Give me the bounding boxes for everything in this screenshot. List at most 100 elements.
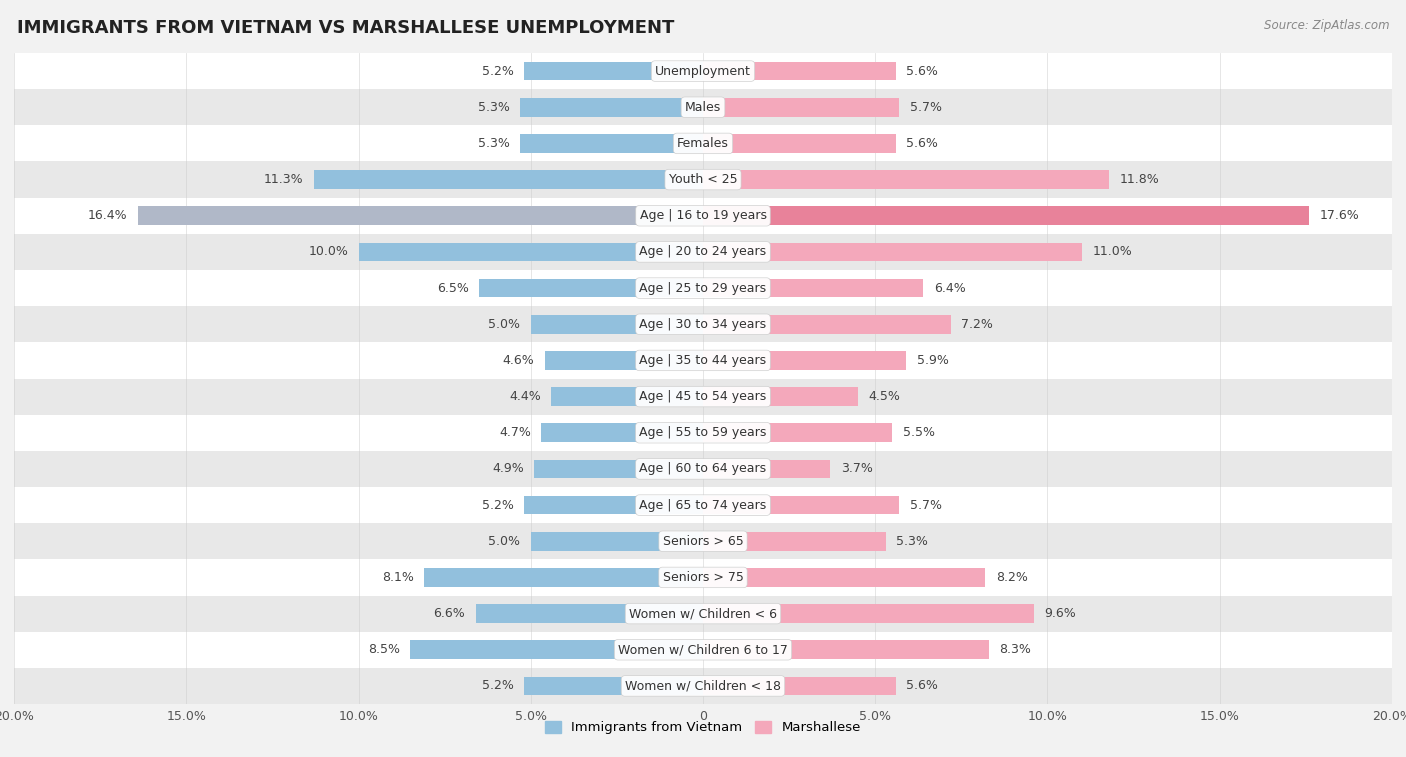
Bar bbox=[14, 234, 1392, 270]
Bar bbox=[703, 242, 1083, 261]
Bar bbox=[544, 351, 703, 370]
Text: 10.0%: 10.0% bbox=[308, 245, 349, 258]
Bar bbox=[703, 532, 886, 550]
Bar bbox=[541, 423, 703, 442]
Bar bbox=[703, 170, 1109, 189]
Bar bbox=[14, 451, 1392, 487]
Bar bbox=[531, 315, 703, 334]
Text: 3.7%: 3.7% bbox=[841, 463, 873, 475]
Bar bbox=[703, 387, 858, 406]
Text: Age | 25 to 29 years: Age | 25 to 29 years bbox=[640, 282, 766, 294]
Bar bbox=[703, 98, 900, 117]
Bar bbox=[703, 568, 986, 587]
Bar bbox=[138, 207, 703, 225]
Bar bbox=[14, 668, 1392, 704]
Text: 4.6%: 4.6% bbox=[502, 354, 534, 367]
Bar bbox=[703, 351, 907, 370]
Bar bbox=[14, 198, 1392, 234]
Legend: Immigrants from Vietnam, Marshallese: Immigrants from Vietnam, Marshallese bbox=[540, 716, 866, 740]
Bar bbox=[14, 596, 1392, 631]
Text: 6.5%: 6.5% bbox=[437, 282, 468, 294]
Text: 6.4%: 6.4% bbox=[934, 282, 966, 294]
Text: Age | 35 to 44 years: Age | 35 to 44 years bbox=[640, 354, 766, 367]
Text: 6.6%: 6.6% bbox=[433, 607, 465, 620]
Bar bbox=[534, 459, 703, 478]
Text: 5.3%: 5.3% bbox=[896, 534, 928, 548]
Bar bbox=[703, 207, 1309, 225]
Text: Youth < 25: Youth < 25 bbox=[669, 173, 737, 186]
Bar bbox=[703, 496, 900, 515]
Bar bbox=[14, 342, 1392, 378]
Text: 4.9%: 4.9% bbox=[492, 463, 524, 475]
Text: 5.0%: 5.0% bbox=[488, 318, 520, 331]
Bar bbox=[551, 387, 703, 406]
Bar bbox=[14, 487, 1392, 523]
Bar bbox=[703, 423, 893, 442]
Bar bbox=[14, 306, 1392, 342]
Text: 5.7%: 5.7% bbox=[910, 101, 942, 114]
Text: 5.6%: 5.6% bbox=[907, 680, 938, 693]
Bar bbox=[703, 315, 950, 334]
Bar bbox=[703, 61, 896, 80]
Text: 5.2%: 5.2% bbox=[482, 680, 513, 693]
Text: Age | 65 to 74 years: Age | 65 to 74 years bbox=[640, 499, 766, 512]
Bar bbox=[520, 98, 703, 117]
Bar bbox=[14, 415, 1392, 451]
Text: 8.3%: 8.3% bbox=[1000, 643, 1031, 656]
Text: 7.2%: 7.2% bbox=[962, 318, 993, 331]
Text: 11.8%: 11.8% bbox=[1119, 173, 1160, 186]
Bar bbox=[14, 270, 1392, 306]
Bar bbox=[703, 279, 924, 298]
Text: Age | 45 to 54 years: Age | 45 to 54 years bbox=[640, 390, 766, 403]
Bar bbox=[314, 170, 703, 189]
Text: Age | 20 to 24 years: Age | 20 to 24 years bbox=[640, 245, 766, 258]
Text: 5.2%: 5.2% bbox=[482, 499, 513, 512]
Text: 5.0%: 5.0% bbox=[488, 534, 520, 548]
Text: Age | 30 to 34 years: Age | 30 to 34 years bbox=[640, 318, 766, 331]
Text: 11.3%: 11.3% bbox=[264, 173, 304, 186]
Text: Age | 55 to 59 years: Age | 55 to 59 years bbox=[640, 426, 766, 439]
Bar bbox=[14, 126, 1392, 161]
Bar bbox=[14, 559, 1392, 596]
Text: Age | 60 to 64 years: Age | 60 to 64 years bbox=[640, 463, 766, 475]
Bar bbox=[524, 677, 703, 696]
Text: Source: ZipAtlas.com: Source: ZipAtlas.com bbox=[1264, 19, 1389, 32]
Text: 5.3%: 5.3% bbox=[478, 137, 510, 150]
Text: 5.7%: 5.7% bbox=[910, 499, 942, 512]
Bar bbox=[703, 604, 1033, 623]
Text: 4.5%: 4.5% bbox=[869, 390, 900, 403]
Text: 8.5%: 8.5% bbox=[368, 643, 399, 656]
Text: 4.7%: 4.7% bbox=[499, 426, 531, 439]
Bar bbox=[14, 378, 1392, 415]
Text: 4.4%: 4.4% bbox=[509, 390, 541, 403]
Bar bbox=[14, 631, 1392, 668]
Text: 5.2%: 5.2% bbox=[482, 64, 513, 77]
Bar bbox=[703, 677, 896, 696]
Bar bbox=[703, 459, 831, 478]
Text: 8.1%: 8.1% bbox=[382, 571, 413, 584]
Text: Women w/ Children < 18: Women w/ Children < 18 bbox=[626, 680, 780, 693]
Text: 16.4%: 16.4% bbox=[89, 209, 128, 223]
Bar bbox=[520, 134, 703, 153]
Bar bbox=[703, 640, 988, 659]
Bar bbox=[425, 568, 703, 587]
Bar bbox=[14, 161, 1392, 198]
Text: Seniors > 75: Seniors > 75 bbox=[662, 571, 744, 584]
Bar bbox=[479, 279, 703, 298]
Bar bbox=[531, 532, 703, 550]
Text: Seniors > 65: Seniors > 65 bbox=[662, 534, 744, 548]
Bar bbox=[703, 134, 896, 153]
Bar bbox=[475, 604, 703, 623]
Text: Women w/ Children < 6: Women w/ Children < 6 bbox=[628, 607, 778, 620]
Text: Women w/ Children 6 to 17: Women w/ Children 6 to 17 bbox=[619, 643, 787, 656]
Text: 5.6%: 5.6% bbox=[907, 137, 938, 150]
Text: 5.5%: 5.5% bbox=[903, 426, 935, 439]
Text: Males: Males bbox=[685, 101, 721, 114]
Text: 5.6%: 5.6% bbox=[907, 64, 938, 77]
Text: Age | 16 to 19 years: Age | 16 to 19 years bbox=[640, 209, 766, 223]
Text: Unemployment: Unemployment bbox=[655, 64, 751, 77]
Bar bbox=[524, 61, 703, 80]
Bar bbox=[14, 89, 1392, 126]
Text: 8.2%: 8.2% bbox=[995, 571, 1028, 584]
Text: IMMIGRANTS FROM VIETNAM VS MARSHALLESE UNEMPLOYMENT: IMMIGRANTS FROM VIETNAM VS MARSHALLESE U… bbox=[17, 19, 675, 37]
